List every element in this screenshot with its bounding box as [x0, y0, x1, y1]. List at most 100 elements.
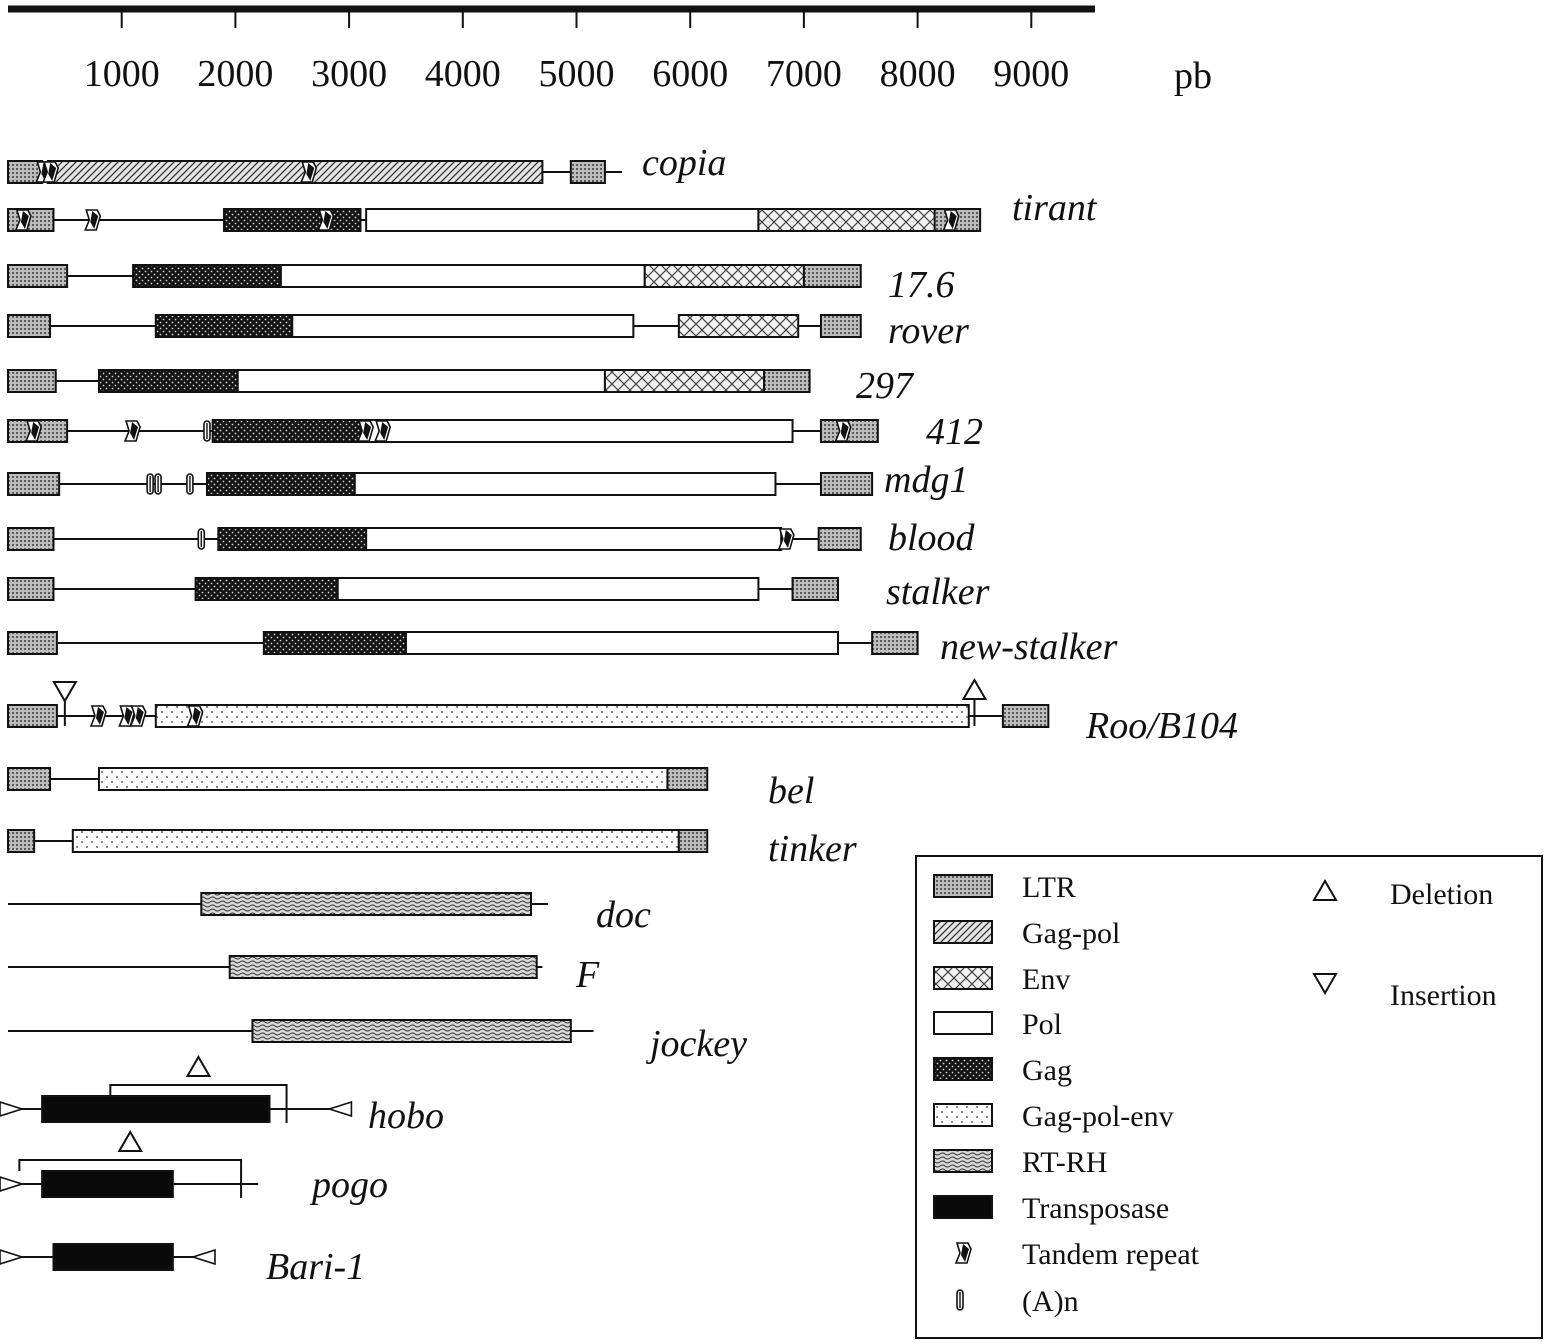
segment-ltr	[791, 577, 840, 601]
tandem-repeat-fill	[323, 211, 332, 229]
segment-gag	[97, 369, 243, 393]
segment-ltr	[1001, 704, 1050, 728]
segment-ltr	[7, 704, 58, 728]
tandem-repeat-fill	[783, 530, 792, 548]
tandem-repeat-fill	[90, 211, 99, 229]
legend-label: Pol	[1022, 1008, 1062, 1041]
element-row: hobo	[0, 1055, 444, 1137]
tandem-repeat-fill	[135, 707, 144, 725]
tandem-repeat-fill	[130, 422, 139, 440]
legend-swatch	[933, 966, 993, 990]
segment-ltr	[677, 829, 709, 853]
legend-label: Gag-pol	[1022, 917, 1120, 950]
legend: LTR Gag-pol Env Pol Gag Gag-pol-env RT-RH Trans…	[915, 855, 1543, 1339]
scale-tick-label: 9000	[993, 53, 1069, 95]
element-row: bel	[7, 767, 814, 812]
legend-label: Gag	[1022, 1054, 1072, 1087]
element-row: rover	[7, 310, 969, 352]
element-label: jockey	[645, 1023, 747, 1065]
segment-gagpol	[46, 160, 544, 184]
segment-gag	[217, 527, 368, 551]
element-label: pogo	[309, 1164, 388, 1206]
segment-ltr	[7, 472, 61, 496]
element-row: pogo	[0, 1130, 388, 1206]
scale-bar: 1000 2000 3000 4000 5000 6000 7000 8000 9000 pb	[8, 5, 1212, 97]
legend-label: Gag-pol-env	[1022, 1100, 1174, 1133]
legend-label: (A)n	[1022, 1285, 1079, 1318]
scale-tick-label: 4000	[425, 53, 501, 95]
segment-pol	[361, 419, 794, 443]
legend-item-gagpol: Gag-pol	[933, 917, 1120, 950]
scale-ticks: 1000 2000 3000 4000 5000 6000 7000 8000 9000	[84, 9, 1069, 95]
element-row: F	[8, 954, 600, 996]
element-row: new-stalker	[7, 626, 1118, 668]
scale-tick-label: 3000	[311, 53, 387, 95]
segment-gag	[223, 208, 362, 232]
segment-gpe	[154, 704, 970, 728]
element-row: jockey	[8, 1019, 747, 1065]
segment-ltr	[7, 767, 52, 791]
scale-tick-label: 1000	[84, 53, 160, 95]
tandem-repeat-fill	[124, 707, 133, 725]
deletion-bracket	[109, 1084, 288, 1123]
legend-swatch	[933, 1149, 993, 1173]
segment-ltr	[7, 264, 69, 288]
tandem-repeat-fill	[48, 163, 57, 181]
legend-item-gag: Gag	[933, 1054, 1072, 1087]
legend-label: LTR	[1022, 871, 1076, 904]
segment-ltr	[819, 314, 862, 338]
scale-tick-label: 2000	[197, 53, 273, 95]
element-label: new-stalker	[940, 626, 1118, 668]
segment-env	[643, 264, 805, 288]
legend-label: Tandem repeat	[1022, 1238, 1200, 1271]
element-label: tinker	[768, 828, 857, 870]
element-row: Bari-1	[0, 1243, 365, 1288]
segment-ltr	[763, 369, 811, 393]
element-row: blood	[7, 517, 976, 559]
tandem-repeat-fill	[192, 707, 201, 725]
element-label: F	[575, 954, 600, 996]
segment-ltr	[7, 631, 58, 655]
tandem-repeat-fill	[31, 422, 40, 440]
segment-pol	[353, 472, 777, 496]
segment-rtrh	[251, 1019, 572, 1043]
legend-item-polyA: (A)n	[956, 1285, 1079, 1318]
legend-swatch	[933, 874, 993, 898]
segment-gpe	[71, 829, 680, 853]
element-row: 17.6	[7, 264, 955, 306]
segment-gag	[211, 419, 373, 443]
segment-gpe	[97, 767, 669, 791]
segment-ltr	[871, 631, 919, 655]
deletion-symbol	[117, 1130, 143, 1152]
element-label: Roo/B104	[1085, 705, 1238, 747]
legend-item-transposase: Transposase	[933, 1192, 1169, 1225]
element-label: tirant	[1012, 187, 1098, 229]
segment-ltr	[666, 767, 709, 791]
legend-item-env: Env	[933, 963, 1070, 996]
tandem-repeat-fill	[20, 211, 29, 229]
segment-pol	[365, 208, 760, 232]
segment-transposase	[41, 1170, 174, 1198]
right-tir-marker	[326, 1100, 353, 1118]
scale-unit-label: pb	[1174, 55, 1212, 97]
segment-pol	[236, 369, 606, 393]
element-row: copia	[7, 142, 726, 184]
legend-swatch	[933, 1011, 993, 1035]
legend-label: Insertion	[1390, 979, 1497, 1012]
legend-item-gpe: Gag-pol-env	[933, 1100, 1174, 1133]
legend-swatch	[933, 1103, 993, 1127]
segment-gag	[194, 577, 339, 601]
legend-symbol-insertion: Insertion	[1312, 973, 1497, 1012]
segment-ltr	[569, 160, 606, 184]
legend-label: RT-RH	[1022, 1146, 1107, 1179]
segment-pol	[404, 631, 840, 655]
legend-swatch	[933, 920, 993, 944]
legend-swatch	[933, 1195, 993, 1219]
scale-tick-label: 5000	[539, 53, 615, 95]
segment-env	[603, 369, 766, 393]
segment-ltr	[7, 314, 52, 338]
segment-pol	[291, 314, 635, 338]
insertion-symbol	[52, 681, 78, 703]
element-label: copia	[642, 142, 726, 184]
